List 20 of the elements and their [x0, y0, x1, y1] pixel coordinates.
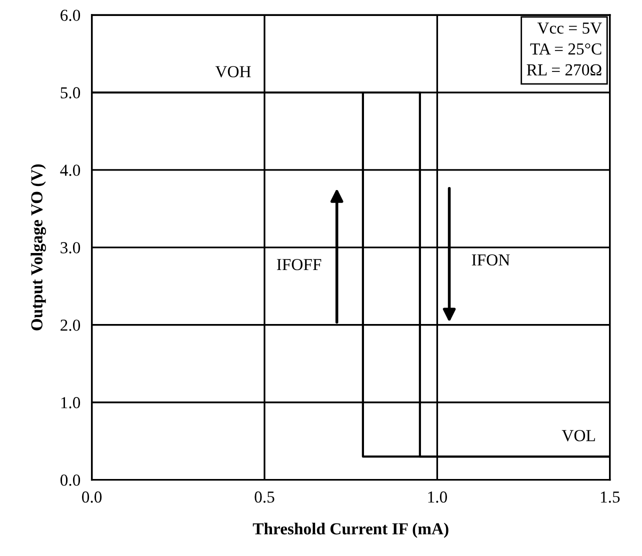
- annotation: RL = 270Ω: [526, 64, 602, 76]
- annotation: VOH: [215, 66, 251, 78]
- x-tick-label: 0.0: [82, 491, 102, 503]
- y-tick-label: 2.0: [60, 320, 80, 331]
- x-tick-label: 0.5: [254, 491, 274, 503]
- annotation: VOL: [562, 430, 595, 442]
- x-tick-label: 1.0: [428, 491, 447, 503]
- y-tick-label: 4.0: [60, 164, 80, 176]
- y-tick-label: 5.0: [60, 87, 80, 98]
- y-tick-label: 1.0: [61, 397, 80, 408]
- y-tick-label: 0.0: [60, 474, 80, 486]
- x-axis-title: Threshold Current IF (mA): [252, 522, 448, 538]
- annotation: IFOFF: [276, 258, 322, 270]
- annotation: TA = 25°C: [530, 43, 602, 55]
- y-tick-label: 6.0: [60, 10, 80, 22]
- annotation: IFON: [472, 254, 510, 266]
- x-tick-label: 1.5: [600, 492, 620, 503]
- y-tick-label: 3.0: [60, 242, 80, 254]
- annotation: Vcc = 5V: [537, 22, 602, 34]
- y-axis-title: Output Volgage VO (V): [30, 164, 46, 330]
